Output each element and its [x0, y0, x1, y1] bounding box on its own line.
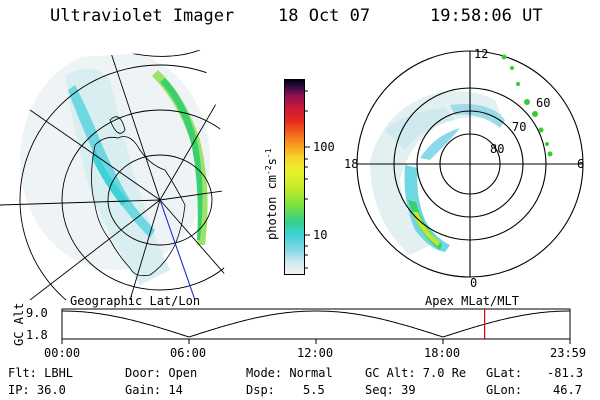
dsp-value: 5.5	[303, 383, 325, 397]
footprint-points	[501, 54, 553, 157]
time-tick-1: 06:00	[170, 346, 207, 360]
polar-aurora-band	[404, 165, 450, 252]
mlt-label-12: 12	[474, 47, 489, 61]
time-tick-4: 23:59	[550, 346, 587, 360]
seq-info: Seq: 39	[365, 383, 416, 397]
colorbar-units-label: photon cm-2s-1	[264, 148, 279, 240]
geographic-panel-label: Geographic Lat/Lon	[70, 294, 201, 308]
glon-value: 46.7	[553, 383, 582, 397]
altitude-min: 1.8	[26, 328, 48, 342]
apex-panel-label: Apex MLat/MLT	[425, 294, 519, 308]
glat-value: -81.3	[547, 366, 584, 380]
mlat-label-60: 60	[536, 96, 551, 110]
altitude-curve	[62, 310, 570, 338]
time-tick-2: 12:00	[297, 346, 334, 360]
orbit-track	[159, 199, 196, 300]
date-label: 18 Oct 07	[278, 6, 371, 26]
altitude-max: 9.0	[26, 306, 48, 320]
gain-info: Gain: 14	[125, 383, 183, 397]
mode-info: Mode: Normal	[246, 366, 333, 380]
mlt-label-0: 0	[470, 276, 478, 290]
mlt-label-18: 18	[344, 157, 359, 171]
ip-info: IP: 36.0	[8, 383, 66, 397]
filter-info: Flt: LBHL	[8, 366, 74, 380]
time-tick-3: 18:00	[424, 346, 461, 360]
mlat-label-70: 70	[512, 120, 527, 134]
colorbar-ticks	[305, 90, 310, 269]
mlat-label-80: 80	[490, 142, 505, 156]
mlt-label-6: 6	[577, 157, 585, 171]
time-tick-0: 00:00	[44, 346, 81, 360]
glat-label: GLat:	[486, 366, 523, 380]
altitude-plot	[61, 308, 571, 344]
instrument-title: Ultraviolet Imager	[50, 6, 235, 26]
time-label: 19:58:06 UT	[430, 6, 543, 26]
gc-alt-info: GC Alt: 7.0 Re	[365, 366, 467, 380]
aurora-band-left	[68, 85, 155, 238]
colorbar-tick-10: 10	[313, 228, 328, 242]
door-info: Door: Open	[125, 366, 198, 380]
altitude-axis-label: GC Alt	[12, 302, 26, 346]
intensity-colorbar	[284, 79, 305, 275]
antarctica-outline	[91, 136, 186, 277]
glon-label: GLon:	[486, 383, 523, 397]
colorbar-tick-100: 100	[313, 140, 335, 154]
dsp-label: Dsp:	[246, 383, 275, 397]
geographic-map	[0, 50, 225, 300]
polar-mlt-plot	[356, 50, 584, 278]
